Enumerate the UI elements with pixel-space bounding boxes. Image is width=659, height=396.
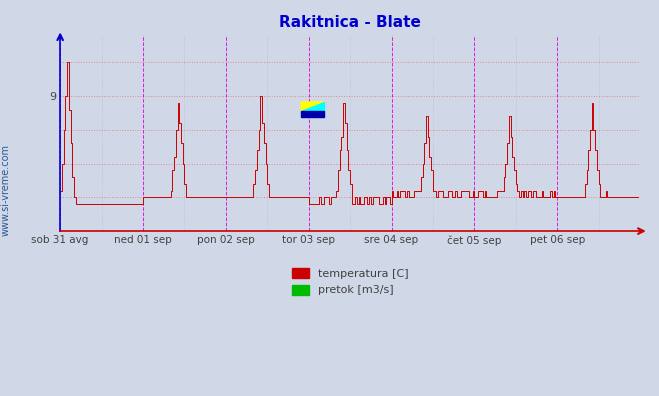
Polygon shape [301,102,324,111]
Text: www.si-vreme.com: www.si-vreme.com [0,144,11,236]
Title: Rakitnica - Blate: Rakitnica - Blate [279,15,421,30]
Polygon shape [301,102,324,111]
Polygon shape [301,111,324,118]
Legend: temperatura [C], pretok [m3/s]: temperatura [C], pretok [m3/s] [287,264,413,300]
